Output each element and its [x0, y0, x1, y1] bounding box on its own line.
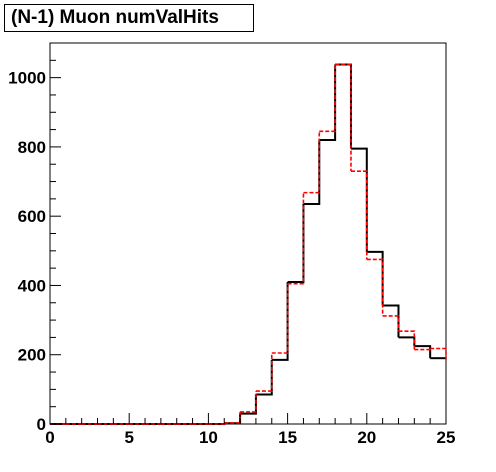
- series-2-bin: [240, 391, 257, 413]
- series-2-bin: [319, 64, 336, 133]
- series-1-bin: [382, 304, 400, 338]
- y-tick-label: 600: [18, 207, 46, 226]
- x-tick-label: 25: [437, 428, 456, 447]
- series-2-bin: [414, 348, 431, 351]
- y-tick-label: 400: [18, 276, 46, 295]
- series-1-bin: [398, 336, 416, 347]
- series-1-bin: [224, 413, 242, 425]
- x-tick-label: 10: [199, 428, 218, 447]
- series-1-bin: [350, 147, 368, 252]
- series-2-bin: [303, 131, 321, 194]
- series-2-bin: [255, 352, 273, 392]
- plot-frame: [49, 42, 447, 425]
- series-2-bin: [382, 315, 400, 332]
- x-tick-label: 20: [357, 428, 376, 447]
- y-tick-label: 800: [18, 138, 46, 157]
- y-tick-label: 200: [18, 346, 46, 365]
- series-2-bin: [430, 347, 447, 360]
- series-2-bin: [366, 258, 384, 316]
- chart-title: (N-1) Muon numValHits: [4, 4, 254, 32]
- series-2-bin: [350, 170, 368, 260]
- x-tick-label: 0: [45, 428, 54, 447]
- y-tick-label: 0: [37, 415, 46, 434]
- series-1-bin: [287, 204, 305, 283]
- x-tick-label: 15: [278, 428, 297, 447]
- x-tick-label: 5: [124, 428, 133, 447]
- series-1-bin: [414, 345, 432, 359]
- series-1-bin: [335, 63, 352, 149]
- y-tick-label: 1000: [8, 69, 46, 88]
- series-2-bin: [224, 411, 241, 424]
- series-2-bin: [287, 192, 305, 285]
- series-2-bin: [335, 63, 352, 172]
- series-1-bin: [303, 139, 321, 206]
- series-2-bin: [271, 283, 289, 354]
- series-1-bin: [271, 281, 289, 361]
- series-1-bin: [319, 64, 337, 141]
- series-2-bin: [398, 330, 416, 350]
- series-1-bin: [240, 394, 257, 415]
- series-1-bin: [255, 359, 273, 396]
